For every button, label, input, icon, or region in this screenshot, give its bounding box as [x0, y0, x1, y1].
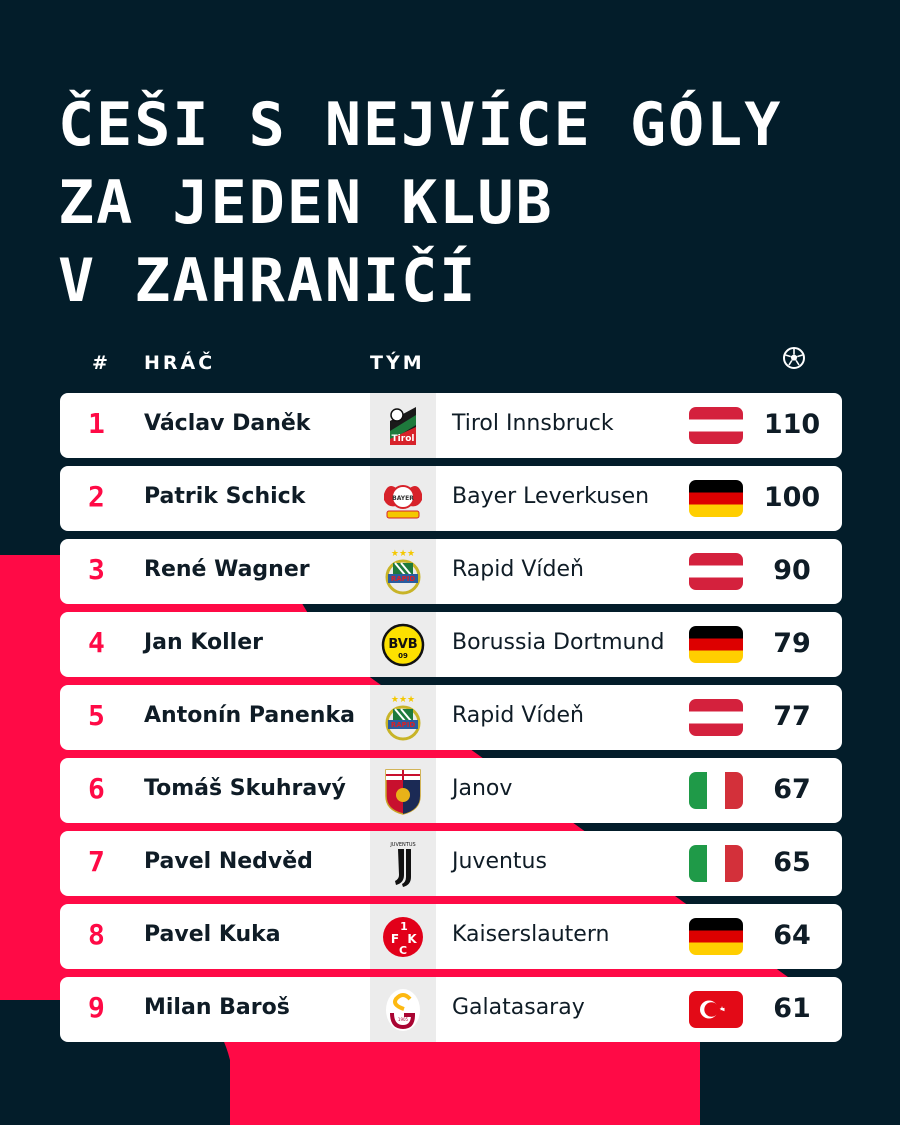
rank-number: 5: [88, 699, 105, 732]
rank-number: 7: [88, 845, 105, 878]
rapid-wien-logo-icon: ★★★ RAPID: [380, 547, 426, 597]
svg-text:F: F: [391, 932, 399, 946]
rapid-wien-logo-icon: ★★★ RAPID: [380, 693, 426, 743]
svg-text:BVB: BVB: [388, 637, 417, 652]
table-row: 4 Jan Koller BVB 09 Borussia Dortmund 79: [60, 612, 842, 677]
flag-austria-icon: [689, 553, 743, 590]
goals-count: 67: [773, 774, 811, 805]
svg-text:JUVENTUS: JUVENTUS: [389, 842, 415, 848]
team-logo-cell: JUVENTUS: [370, 831, 436, 896]
player-name: Jan Koller: [144, 630, 263, 655]
title-line-2: ZA JEDEN KLUB: [58, 168, 554, 238]
goals-count: 77: [773, 701, 811, 732]
svg-text:★★★: ★★★: [391, 549, 415, 559]
team-name: Borussia Dortmund: [452, 630, 665, 655]
team-name: Janov: [452, 776, 513, 801]
header-team: TÝM: [370, 352, 425, 374]
team-name: Juventus: [452, 849, 547, 874]
football-icon: [782, 346, 808, 372]
team-name: Kaiserslautern: [452, 922, 610, 947]
title-line-3: V ZAHRANIČÍ: [58, 246, 478, 316]
svg-text:Tirol: Tirol: [392, 434, 415, 444]
player-name: Pavel Nedvěd: [144, 849, 313, 874]
svg-text:09: 09: [398, 652, 408, 660]
rank-number: 8: [88, 918, 105, 951]
table-header: # HRÁČ TÝM: [60, 346, 842, 378]
player-name: Tomáš Skuhravý: [144, 776, 346, 801]
svg-text:K: K: [407, 932, 417, 946]
team-name: Tirol Innsbruck: [452, 411, 614, 436]
tirol-innsbruck-logo-icon: Tirol: [380, 401, 426, 451]
flag-italy-icon: [689, 845, 743, 882]
team-logo-cell: BAYER: [370, 466, 436, 531]
table-row: 6 Tomáš Skuhravý Janov 67: [60, 758, 842, 823]
svg-text:★★★: ★★★: [391, 695, 415, 705]
title-line-1: ČEŠI S NEJVÍCE GÓLY: [58, 90, 783, 160]
svg-text:RAPID: RAPID: [391, 575, 416, 583]
team-logo-cell: BVB 09: [370, 612, 436, 677]
team-logo-cell: Tirol: [370, 393, 436, 458]
player-name: Patrik Schick: [144, 484, 306, 509]
rank-number: 1: [88, 407, 105, 440]
bvb-logo-icon: BVB 09: [380, 620, 426, 670]
table-row: 1 Václav Daněk Tirol Tirol Innsbruck 110: [60, 393, 842, 458]
team-name: Galatasaray: [452, 995, 585, 1020]
galatasaray-logo-icon: 1905: [380, 985, 426, 1035]
svg-text:C: C: [399, 944, 407, 957]
player-name: Václav Daněk: [144, 411, 311, 436]
header-rank: #: [92, 352, 111, 374]
table-row: 5 Antonín Panenka ★★★ RAPID Rapid Vídeň 7…: [60, 685, 842, 750]
table-row: 2 Patrik Schick BAYER Bayer Leverkusen 1…: [60, 466, 842, 531]
flag-germany-icon: [689, 918, 743, 955]
player-name: Milan Baroš: [144, 995, 290, 1020]
table-row: 7 Pavel Nedvěd JUVENTUS Juventus 65: [60, 831, 842, 896]
flag-turkey-icon: [689, 991, 743, 1028]
juventus-logo-icon: JUVENTUS: [380, 839, 426, 889]
player-name: Antonín Panenka: [144, 703, 355, 728]
goals-count: 90: [773, 555, 811, 586]
rank-number: 4: [88, 626, 105, 659]
team-logo-cell: ★★★ RAPID: [370, 539, 436, 604]
goals-count: 65: [773, 847, 811, 878]
flag-italy-icon: [689, 772, 743, 809]
svg-text:RAPID: RAPID: [391, 721, 416, 729]
flag-austria-icon: [689, 699, 743, 736]
team-name: Rapid Vídeň: [452, 557, 584, 582]
table-row: 3 René Wagner ★★★ RAPID Rapid Vídeň 90: [60, 539, 842, 604]
goals-count: 110: [763, 409, 821, 440]
player-name: René Wagner: [144, 557, 310, 582]
svg-text:BAYER: BAYER: [392, 495, 414, 502]
header-player: HRÁČ: [144, 352, 216, 374]
player-name: Pavel Kuka: [144, 922, 281, 947]
ranking-table: 1 Václav Daněk Tirol Tirol Innsbruck 110…: [60, 393, 842, 1050]
goals-count: 61: [773, 993, 811, 1024]
svg-text:1: 1: [400, 920, 408, 933]
rank-number: 2: [88, 480, 105, 513]
flag-germany-icon: [689, 480, 743, 517]
team-logo-cell: ★★★ RAPID: [370, 685, 436, 750]
goals-count: 100: [763, 482, 821, 513]
svg-text:1905: 1905: [398, 1017, 409, 1022]
team-name: Rapid Vídeň: [452, 703, 584, 728]
goals-count: 64: [773, 920, 811, 951]
team-logo-cell: 1905: [370, 977, 436, 1042]
table-row: 9 Milan Baroš 1905 Galatasaray 61: [60, 977, 842, 1042]
goals-count: 79: [773, 628, 811, 659]
rank-number: 6: [88, 772, 105, 805]
team-logo-cell: [370, 758, 436, 823]
bayer-leverkusen-logo-icon: BAYER: [380, 474, 426, 524]
genoa-logo-icon: [380, 766, 426, 816]
rank-number: 9: [88, 991, 105, 1024]
rank-number: 3: [88, 553, 105, 586]
page-title: ČEŠI S NEJVÍCE GÓLY ZA JEDEN KLUB V ZAHR…: [58, 86, 782, 320]
flag-austria-icon: [689, 407, 743, 444]
team-name: Bayer Leverkusen: [452, 484, 650, 509]
flag-germany-icon: [689, 626, 743, 663]
